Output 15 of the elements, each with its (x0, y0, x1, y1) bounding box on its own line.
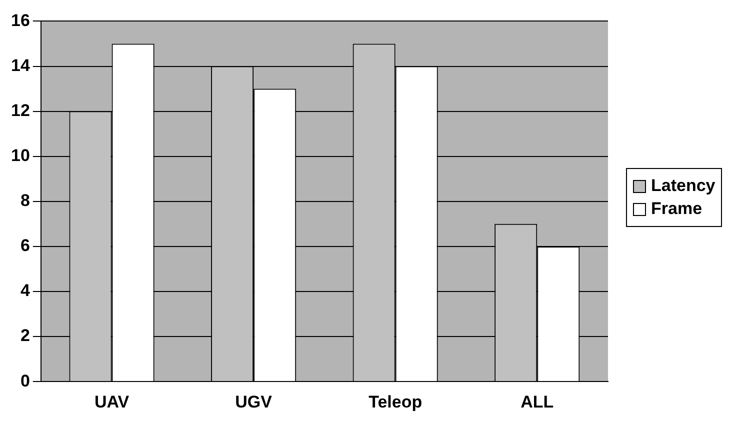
text: Latency (651, 176, 716, 196)
x-tick-label: Teleop (368, 392, 422, 412)
y-tick-label: 14 (10, 56, 30, 75)
y-tick-label: 8 (20, 191, 30, 210)
x-tick-label: UGV (235, 392, 273, 412)
y-tick-label: 10 (10, 146, 30, 166)
y-tick-label: 6 (20, 236, 30, 256)
y-tick-label: 12 (10, 100, 30, 120)
x-tick-label: ALL (520, 392, 554, 412)
legend-label: Frame (651, 199, 702, 219)
y-tick-label: 16 (10, 10, 30, 30)
x-tick-label: UAV (94, 392, 130, 412)
y-tick-label: 0 (20, 371, 30, 390)
y-tick-label: 4 (20, 281, 30, 300)
y-tick-label: 2 (20, 326, 30, 346)
